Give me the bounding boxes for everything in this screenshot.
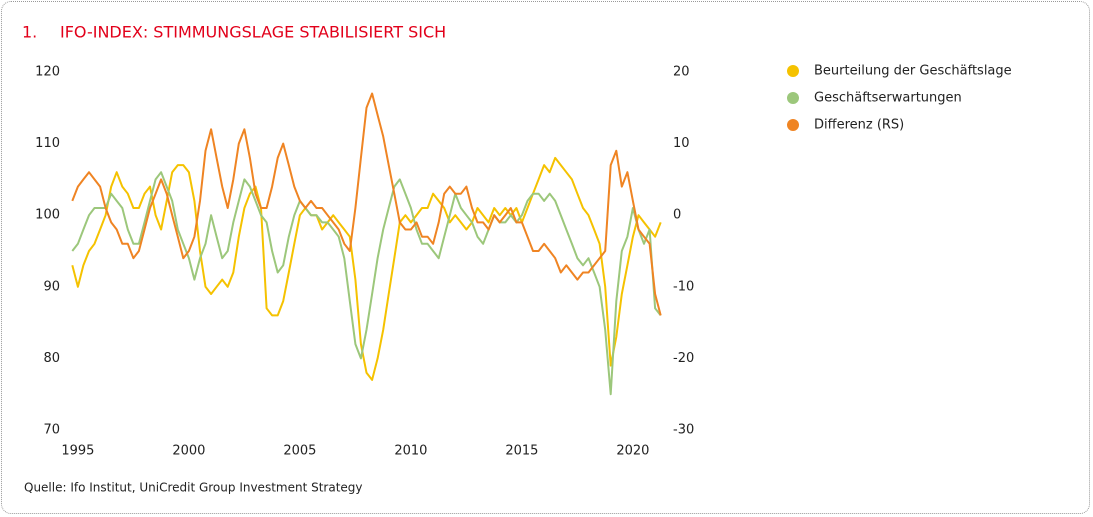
series-line	[71, 156, 662, 381]
legend-marker	[787, 119, 799, 131]
x-tick-label: 1995	[61, 444, 94, 459]
x-tick-label: 2020	[616, 444, 649, 459]
chart-title: IFO-INDEX: STIMMUNGSLAGE STABILISIERT SI…	[60, 23, 446, 42]
legend-label: Beurteilung der Geschäftslage	[814, 64, 1012, 79]
y-tick-label: 70	[43, 423, 60, 438]
x-tick-label: 2015	[505, 444, 538, 459]
legend-label: Geschäftserwartungen	[814, 91, 962, 106]
y2-tick-label: -30	[673, 423, 694, 438]
legend-marker	[787, 92, 799, 104]
source-note: Quelle: Ifo Institut, UniCredit Group In…	[24, 481, 363, 495]
y-tick-label: 110	[35, 136, 60, 151]
y2-tick-label: -20	[673, 351, 694, 366]
series-line	[71, 171, 662, 396]
x-tick-label: 2000	[172, 444, 205, 459]
y2-tick-label: 20	[673, 65, 690, 80]
y-tick-label: 80	[43, 351, 60, 366]
x-tick-label: 2005	[283, 444, 316, 459]
legend-label: Differenz (RS)	[814, 118, 904, 133]
y2-tick-label: 10	[673, 136, 690, 151]
x-tick-label: 2010	[394, 444, 427, 459]
y-tick-label: 90	[43, 279, 60, 294]
y-tick-label: 100	[35, 208, 60, 223]
chart-number: 1.	[22, 23, 37, 42]
y2-tick-label: -10	[673, 279, 694, 294]
series-line	[71, 92, 662, 316]
y-tick-label: 120	[35, 65, 60, 80]
y2-tick-label: 0	[673, 208, 681, 223]
legend-marker	[787, 65, 799, 77]
